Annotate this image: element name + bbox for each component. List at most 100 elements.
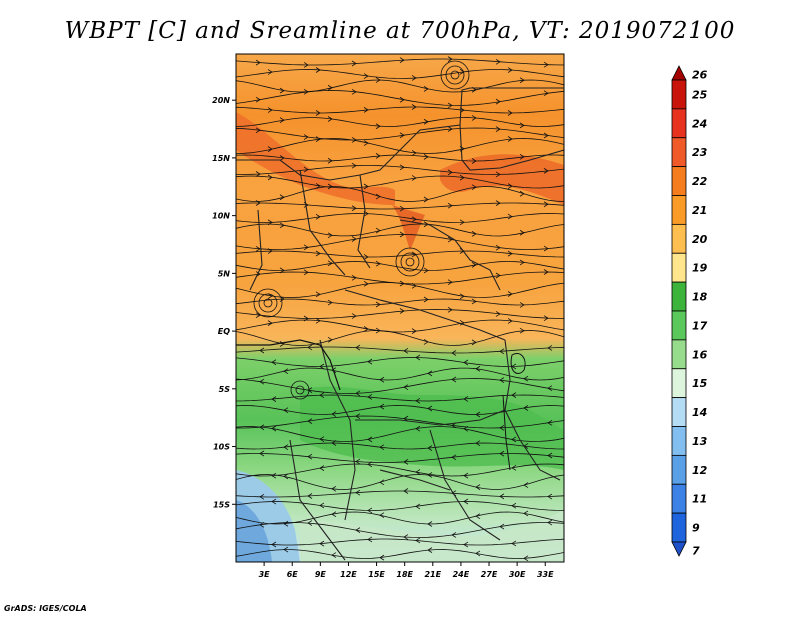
streamline-arrow [367, 358, 373, 365]
streamline-arrow [351, 313, 357, 319]
streamline-arrow [271, 472, 277, 479]
streamline-arrow [327, 260, 333, 267]
streamline-arrow [259, 521, 265, 528]
colorbar-label: 26 [692, 68, 708, 81]
colorbar-segment [671, 397, 687, 427]
streamline [236, 213, 564, 223]
streamline-arrow [319, 436, 325, 443]
streamline-arrow [271, 359, 277, 366]
streamline-arrow [255, 171, 261, 177]
streamline-arrow [471, 115, 477, 121]
lon-tick-label: 33E [537, 570, 554, 579]
streamline [236, 58, 564, 66]
streamline-arrow [259, 493, 265, 500]
streamline-arrow [463, 396, 469, 402]
streamline [236, 309, 564, 319]
streamline-arrow [459, 68, 465, 75]
eddy-circle [445, 65, 465, 85]
green-region [300, 386, 564, 470]
streamline-arrow [303, 134, 309, 140]
streamline-arrow [447, 236, 453, 243]
streamline-arrow [427, 445, 433, 451]
streamline-arrow [271, 498, 277, 505]
streamline-arrow [471, 298, 477, 305]
streamline-arrow [367, 536, 373, 543]
streamline-arrow [471, 158, 477, 164]
streamline [236, 282, 564, 298]
streamline-arrow [399, 132, 405, 139]
colorbar-label: 7 [692, 544, 700, 557]
streamline-arrow [363, 107, 369, 113]
eddy-circle [395, 247, 425, 277]
colorbar-label: 16 [692, 348, 708, 361]
eddy-circle [258, 293, 278, 313]
streamline [236, 202, 564, 210]
streamline-arrow [315, 110, 321, 116]
warm-band-east [440, 154, 564, 205]
colorbar-segment [671, 281, 687, 312]
colorbar-segment [671, 79, 687, 110]
eddy-circle [400, 252, 420, 272]
streamline [236, 138, 564, 154]
streamline-arrow [363, 183, 369, 190]
streamline [236, 463, 564, 477]
streamline [236, 426, 564, 442]
streamline-arrow [495, 126, 501, 132]
coastline [236, 339, 341, 391]
streamline-arrow [279, 194, 285, 201]
streamline-arrow [507, 183, 513, 189]
colorbar-segment [671, 195, 687, 225]
streamline-arrow [411, 75, 417, 81]
streamline-arrow [319, 502, 325, 509]
eddy-circle [405, 257, 415, 267]
streamline-arrow [279, 341, 285, 347]
lon-tick-label: 12E [340, 570, 357, 579]
streamline-arrow [475, 440, 481, 447]
streamline-arrow [547, 345, 553, 351]
streamline [236, 522, 564, 538]
streamline-arrow [303, 88, 309, 95]
chart-title: WBPT [C] and Sreamline at 700hPa, VT: 20… [64, 18, 736, 44]
streamline-arrow [459, 320, 465, 326]
streamline-arrow [507, 250, 513, 257]
lon-tick-label: 24E [453, 570, 470, 579]
streamline-arrow [511, 392, 517, 398]
streamline-arrow [427, 472, 433, 478]
streamline [236, 90, 564, 106]
streamline-arrow [415, 537, 421, 544]
colorbar-segment [671, 368, 687, 399]
streamline [236, 69, 564, 79]
streamline-arrow [303, 244, 309, 251]
streamline-arrow [423, 296, 429, 303]
streamline-arrow [423, 86, 429, 92]
streamline-arrow [523, 510, 529, 517]
streamline [236, 319, 564, 333]
streamline-arrow [423, 196, 429, 203]
lat-tick-label: 15S [213, 500, 230, 509]
streamline-arrow [399, 308, 405, 314]
streamline-arrow [319, 363, 325, 370]
streamline-arrow [519, 302, 525, 308]
streamline-arrow [351, 88, 357, 95]
streamline-arrow [259, 450, 265, 457]
streamline-arrow [523, 405, 529, 411]
streamline-arrow [463, 541, 469, 548]
streamline-arrow [547, 452, 553, 459]
streamline-arrow [507, 291, 513, 297]
streamline-arrow [375, 123, 381, 130]
colorbar-segment [671, 426, 687, 456]
streamline-arrow [447, 169, 453, 176]
streamline-arrow [519, 327, 525, 334]
colorbar-segment [671, 166, 687, 196]
colorbar-segment [671, 252, 687, 283]
streamline-arrow [511, 363, 517, 370]
streamline-arrow [511, 540, 517, 547]
longitude-axis: 3E 6E 9E 12E 15E 18E 21E 24E 27E 30E 33E [259, 562, 554, 579]
colorbar-label: 24 [692, 117, 707, 130]
streamline-arrow [423, 118, 429, 125]
streamline-arrow [411, 104, 417, 110]
streamline-arrow [415, 469, 421, 475]
colorbar-segment [671, 483, 687, 514]
streamline-arrow [499, 348, 505, 355]
streamline-arrow [331, 440, 337, 446]
